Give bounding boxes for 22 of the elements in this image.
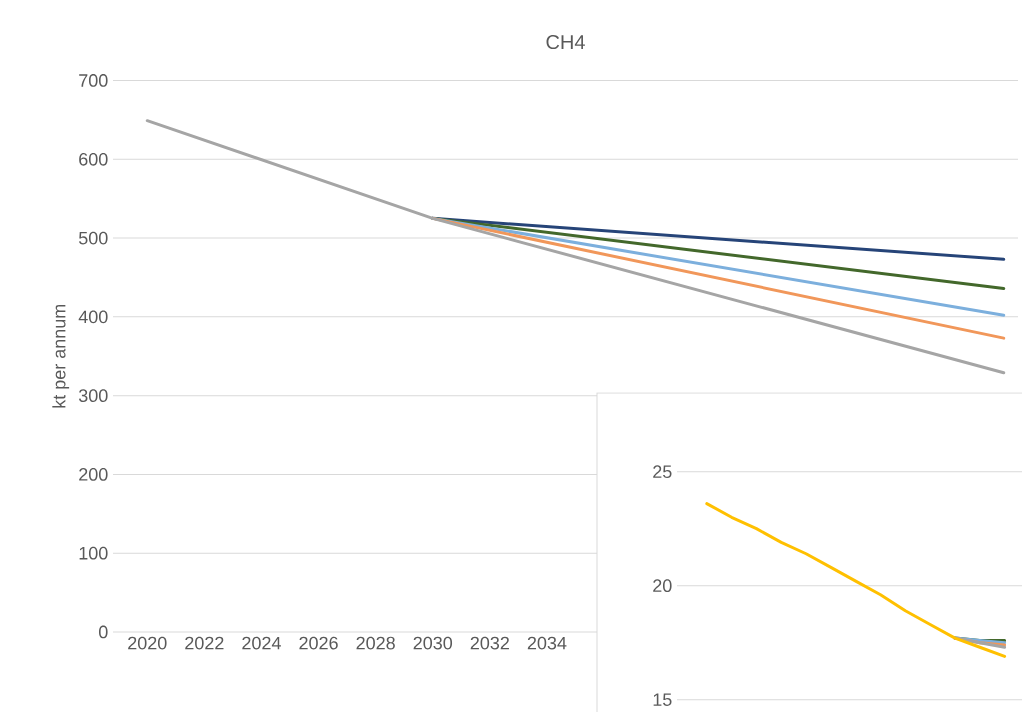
y-tick-label: 700 xyxy=(79,74,108,87)
y-tick-label: 600 xyxy=(79,152,108,166)
y-tick-label: 100 xyxy=(79,546,108,560)
y-tick-label: 200 xyxy=(79,468,108,481)
y-axis-title: kt per annum xyxy=(52,304,70,408)
y-tick-label: 300 xyxy=(78,389,108,402)
x-tick-label: 2024 xyxy=(242,636,281,650)
y-tick-label: 20 xyxy=(653,579,672,593)
y-tick-label: 500 xyxy=(78,231,108,245)
x-tick-label: 2032 xyxy=(470,636,509,650)
x-tick-label: 2034 xyxy=(527,636,567,650)
y-tick-label: 25 xyxy=(653,465,672,479)
y-tick-label: 400 xyxy=(78,310,108,324)
x-tick-label: 2028 xyxy=(356,636,395,650)
y-tick-label: 15 xyxy=(653,693,672,706)
x-tick-label: 2030 xyxy=(413,636,453,650)
x-tick-label: 2020 xyxy=(128,636,167,650)
chart-title: CH4 xyxy=(546,34,585,50)
x-tick-label: 2026 xyxy=(299,636,338,650)
y-tick-label: 0 xyxy=(98,625,108,639)
x-tick-label: 2022 xyxy=(185,636,224,650)
line-series xyxy=(705,502,1007,658)
